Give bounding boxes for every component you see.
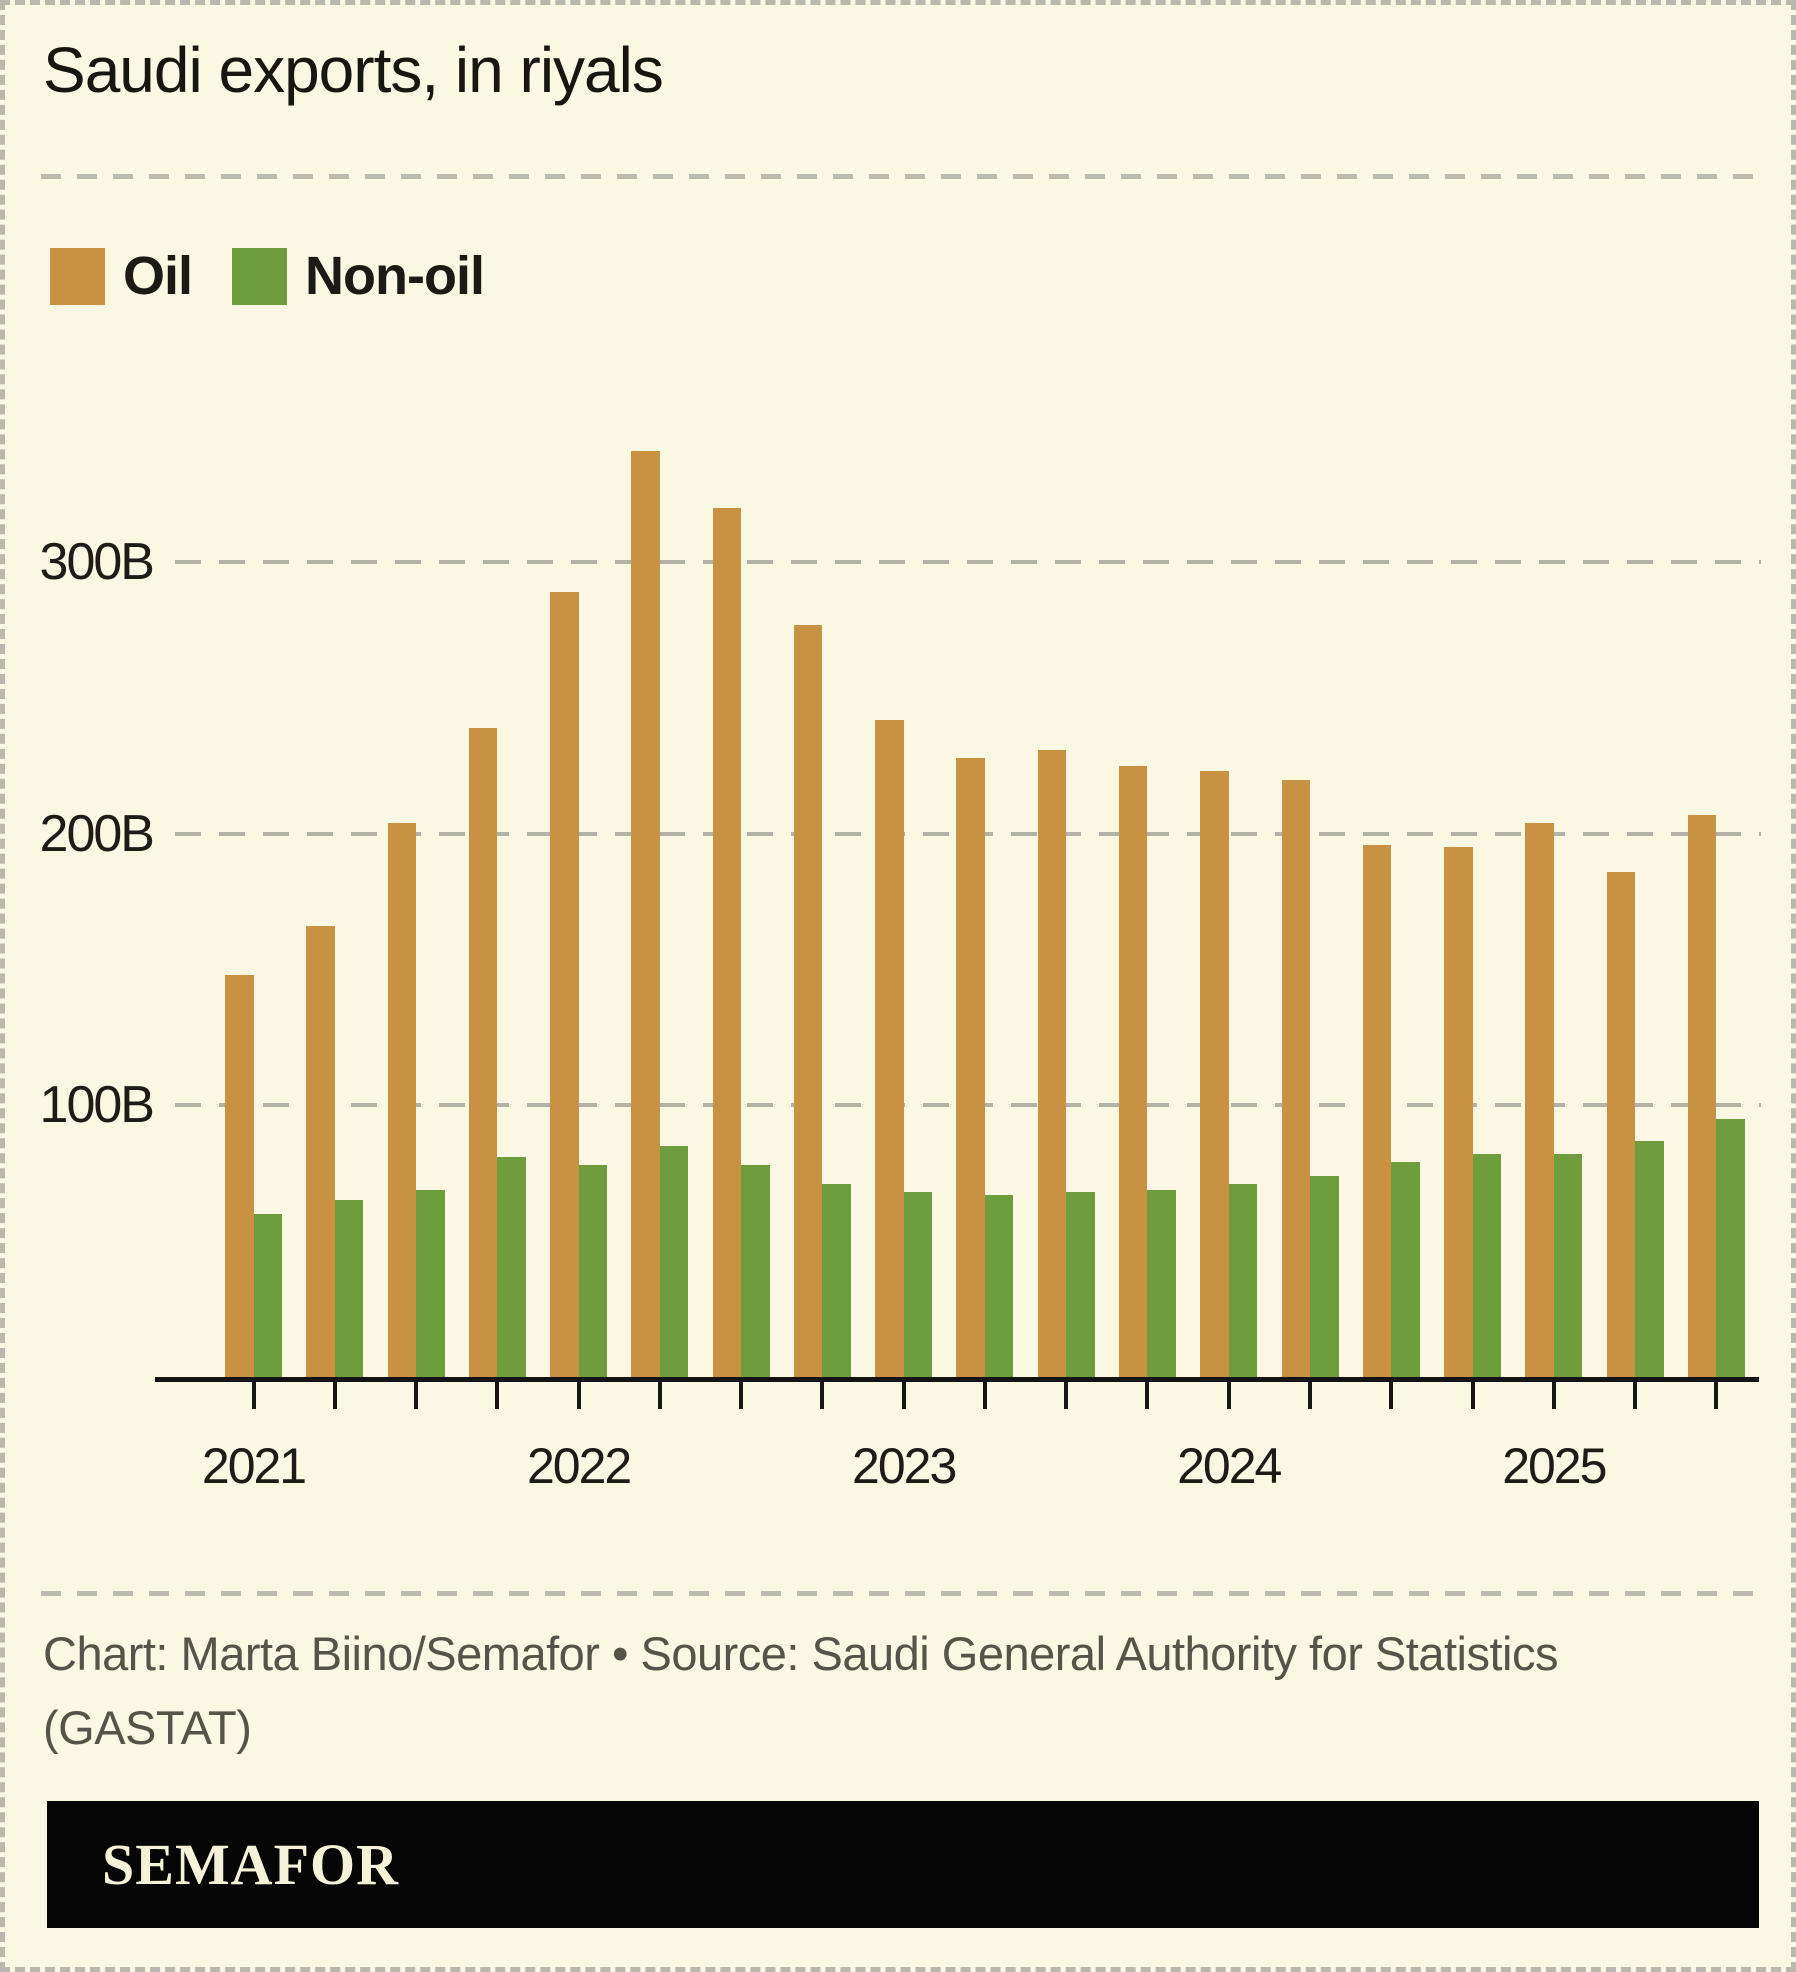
bar-non-oil-2022-Q4[interactable] (822, 1184, 851, 1377)
x-tick-2024-Q2 (1308, 1381, 1312, 1409)
year-label-2024: 2024 (1177, 1438, 1282, 1494)
x-tick-2023-Q3 (1064, 1381, 1069, 1409)
bar-oil-2024-Q4[interactable] (1444, 847, 1473, 1377)
legend-label-oil: Oil (123, 246, 193, 306)
bar-oil-2021-Q3[interactable] (387, 823, 417, 1377)
legend: Oil Non-oil (50, 245, 485, 307)
bar-non-oil-2021-Q3[interactable] (416, 1189, 445, 1377)
page-title: Saudi exports, in riyals (43, 34, 664, 106)
bar-non-oil-2022-Q2[interactable] (659, 1146, 689, 1377)
legend-item-oil: Oil (50, 245, 193, 307)
bar-oil-2023-Q3[interactable] (1037, 749, 1067, 1377)
bar-non-oil-2023-Q1[interactable] (903, 1192, 933, 1377)
x-tick-2022-Q3 (739, 1381, 744, 1409)
bar-oil-2023-Q2[interactable] (956, 757, 985, 1377)
y-tick-label-300B: 300B (39, 533, 155, 592)
x-tick-2021-Q2 (332, 1381, 337, 1409)
bar-oil-2022-Q4[interactable] (793, 624, 823, 1377)
year-label-2021: 2021 (201, 1438, 307, 1494)
bar-non-oil-2024-Q1[interactable] (1228, 1184, 1258, 1377)
x-tick-2023-Q2 (982, 1381, 987, 1409)
year-label-2025: 2025 (1502, 1438, 1607, 1494)
bar-oil-2023-Q1[interactable] (875, 719, 904, 1377)
bar-non-oil-2025-Q3[interactable] (1716, 1119, 1745, 1377)
legend-label-non-oil: Non-oil (305, 246, 485, 306)
x-tick-2022-Q4 (820, 1381, 825, 1409)
bar-non-oil-2025-Q1[interactable] (1553, 1154, 1583, 1377)
bar-oil-2025-Q1[interactable] (1525, 823, 1554, 1377)
legend-item-non-oil: Non-oil (232, 245, 485, 307)
x-tick-2021-Q3 (414, 1381, 419, 1409)
year-label-2022: 2022 (526, 1438, 632, 1494)
semafor-banner: SEMAFOR (47, 1801, 1759, 1928)
bar-non-oil-2023-Q3[interactable] (1066, 1192, 1095, 1377)
bar-non-oil-2024-Q4[interactable] (1472, 1154, 1502, 1377)
x-tick-2024-Q3 (1389, 1381, 1394, 1409)
footer-separator (41, 1591, 1763, 1596)
bar-oil-2021-Q1[interactable] (225, 975, 254, 1377)
x-tick-2023-Q4 (1145, 1381, 1150, 1409)
title-separator (41, 174, 1763, 179)
bar-non-oil-2025-Q2[interactable] (1635, 1140, 1664, 1377)
chart-credit: Chart: Marta Biino/Semafor • Source: Sau… (43, 1617, 1767, 1765)
bar-non-oil-2023-Q2[interactable] (984, 1195, 1014, 1377)
x-tick-2025-Q3 (1714, 1381, 1719, 1409)
x-tick-2021-Q4 (495, 1381, 500, 1409)
x-tick-2022-Q2 (657, 1381, 662, 1409)
bar-oil-2025-Q2[interactable] (1606, 871, 1636, 1377)
bar-oil-2025-Q3[interactable] (1687, 814, 1717, 1377)
x-tick-2025-Q2 (1633, 1381, 1638, 1409)
gridline-300B (175, 560, 1761, 565)
bar-non-oil-2021-Q1[interactable] (253, 1214, 282, 1377)
bar-oil-2024-Q1[interactable] (1200, 771, 1229, 1377)
y-tick-label-200B: 200B (39, 804, 155, 863)
x-tick-2021-Q1 (251, 1381, 256, 1409)
bar-oil-2022-Q2[interactable] (631, 451, 660, 1377)
bar-non-oil-2024-Q3[interactable] (1391, 1162, 1420, 1377)
semafor-logo: SEMAFOR (102, 1832, 399, 1897)
non-oil-swatch-icon (232, 247, 288, 305)
bar-oil-2021-Q4[interactable] (468, 727, 498, 1377)
oil-swatch-icon (50, 247, 105, 305)
bar-oil-2024-Q3[interactable] (1362, 844, 1392, 1377)
bar-non-oil-2021-Q4[interactable] (497, 1157, 526, 1377)
bar-non-oil-2021-Q2[interactable] (334, 1200, 364, 1377)
year-label-2023: 2023 (852, 1438, 957, 1494)
bar-oil-2024-Q2[interactable] (1281, 779, 1310, 1377)
bar-non-oil-2024-Q2[interactable] (1310, 1176, 1339, 1377)
x-axis-line (155, 1377, 1759, 1382)
credit-line-1: Chart: Marta Biino/Semafor • Source: Sau… (43, 1627, 1558, 1680)
bar-oil-2023-Q4[interactable] (1118, 766, 1148, 1377)
x-tick-2024-Q4 (1470, 1381, 1475, 1409)
bar-non-oil-2023-Q4[interactable] (1147, 1189, 1176, 1377)
bar-oil-2022-Q1[interactable] (550, 592, 579, 1377)
bar-oil-2022-Q3[interactable] (712, 508, 742, 1377)
x-tick-2024-Q1 (1226, 1381, 1231, 1409)
y-tick-label-100B: 100B (39, 1076, 155, 1135)
x-tick-2022-Q1 (576, 1381, 581, 1409)
bar-non-oil-2022-Q3[interactable] (741, 1165, 770, 1377)
bar-oil-2021-Q2[interactable] (306, 926, 335, 1377)
bar-non-oil-2022-Q1[interactable] (578, 1165, 608, 1377)
credit-line-2: (GASTAT) (43, 1701, 252, 1754)
x-tick-2023-Q1 (901, 1381, 906, 1409)
x-tick-2025-Q1 (1551, 1381, 1556, 1409)
